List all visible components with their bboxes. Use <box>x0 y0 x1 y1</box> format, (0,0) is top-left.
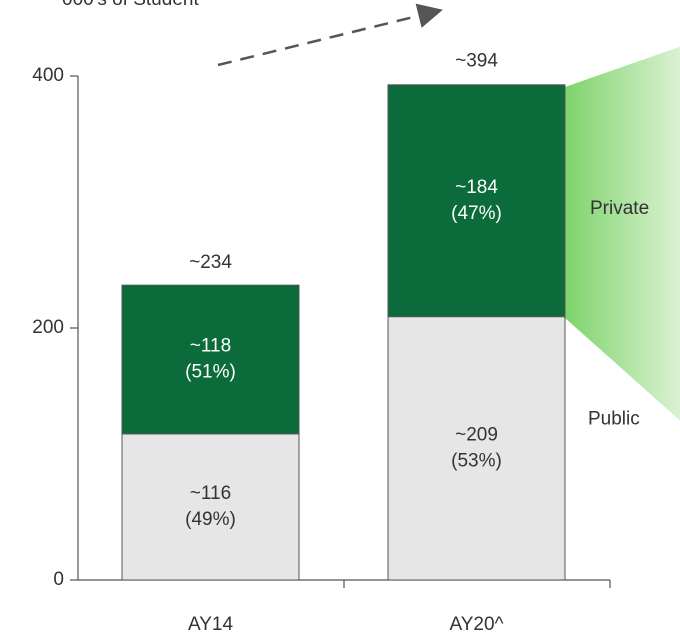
value-label: ~116 <box>190 483 231 504</box>
share-fan <box>565 46 680 421</box>
total-label: ~394 <box>455 51 498 72</box>
value-label: ~184 <box>455 177 498 198</box>
percent-label: (53%) <box>451 450 502 471</box>
total-label: ~234 <box>189 252 232 273</box>
x-tick-label: AY20^ <box>450 614 504 635</box>
bar-segment <box>387 316 566 581</box>
value-label: ~118 <box>190 336 231 357</box>
x-tick-label: AY14 <box>188 614 234 635</box>
y-tick-label: 0 <box>53 569 64 590</box>
value-label: ~209 <box>455 424 498 445</box>
percent-label: (51%) <box>185 362 236 383</box>
percent-label: (47%) <box>451 203 502 224</box>
y-tick-label: 400 <box>32 65 64 86</box>
y-tick-label: 200 <box>32 317 64 338</box>
bar-segment <box>121 284 300 435</box>
trend-arrow <box>217 3 443 67</box>
bar-segment <box>121 433 300 581</box>
legend-label: Public <box>588 408 640 429</box>
legend-label: Private <box>590 198 649 219</box>
subtitle: 000's of Student <box>62 0 199 10</box>
bar-segment <box>387 84 566 318</box>
percent-label: (49%) <box>185 509 236 530</box>
